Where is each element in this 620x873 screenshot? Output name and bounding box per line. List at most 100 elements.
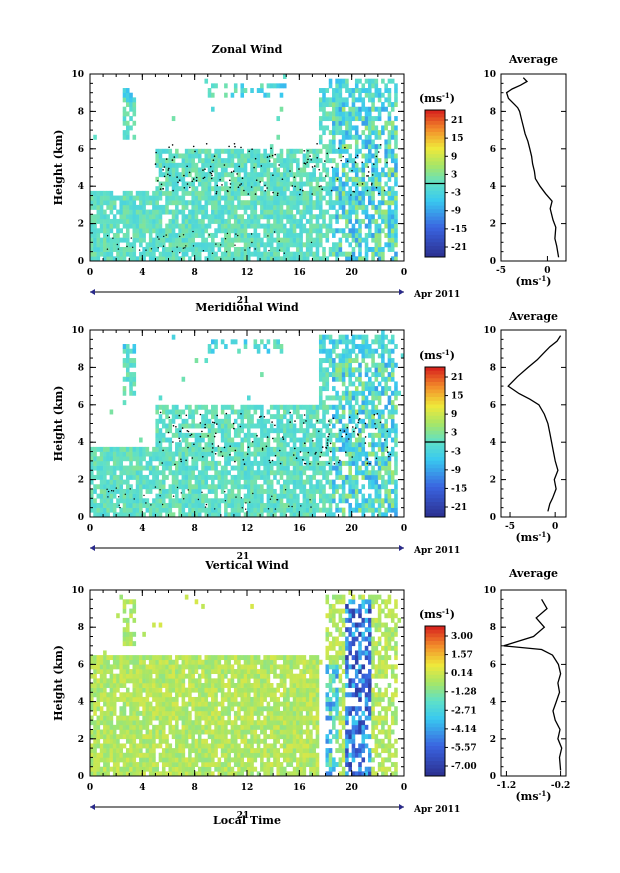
heatmap-cell <box>125 251 130 257</box>
heatmap-cell <box>358 116 362 122</box>
contour-mark <box>168 146 170 148</box>
heatmap-cell <box>381 251 385 257</box>
heatmap-cell <box>125 479 130 485</box>
x-tick-label: 0 <box>401 524 407 534</box>
heatmap-cell <box>273 428 277 434</box>
heatmap-cell <box>322 334 326 340</box>
heatmap-cell <box>341 78 346 84</box>
heatmap-cell <box>368 390 372 396</box>
heatmap-cell <box>224 460 228 466</box>
heatmap-cell <box>194 195 199 201</box>
heatmap-cell <box>250 195 254 201</box>
contour-mark <box>353 430 355 433</box>
heatmap-cell <box>377 512 382 518</box>
heatmap-cell <box>165 204 169 210</box>
heatmap-cell <box>361 237 366 243</box>
heatmap-cell <box>112 470 117 476</box>
heatmap-cell <box>191 162 195 168</box>
heatmap-cell <box>361 358 366 364</box>
heatmap-cell <box>233 507 238 513</box>
heatmap-cell <box>364 134 369 140</box>
heatmap-cell <box>384 512 388 518</box>
heatmap-cell <box>129 214 133 220</box>
heatmap-cell <box>253 493 258 499</box>
heatmap-cell <box>341 372 346 378</box>
heatmap-cell <box>328 437 333 443</box>
heatmap-cell <box>341 130 346 136</box>
colorbar-segment <box>425 135 445 140</box>
heatmap-cell <box>361 470 366 476</box>
heatmap-cell <box>266 176 271 182</box>
heatmap-cell <box>132 488 137 494</box>
heatmap-cell <box>338 125 343 131</box>
heatmap-cell <box>211 153 215 159</box>
heatmap-cell <box>296 484 300 490</box>
heatmap-cell <box>361 200 366 206</box>
heatmap-cell <box>368 111 372 117</box>
heatmap-cell <box>106 762 110 767</box>
heatmap-cell <box>318 460 323 466</box>
contour-mark <box>269 498 272 500</box>
heatmap-cell <box>377 116 382 122</box>
heatmap-cell <box>207 162 212 168</box>
contour-mark <box>338 147 340 150</box>
heatmap-cell <box>181 181 186 187</box>
heatmap-cell <box>368 386 372 392</box>
heatmap-cell <box>318 437 323 443</box>
contour-mark <box>172 495 175 497</box>
heatmap-cell <box>103 729 107 735</box>
heatmap <box>90 330 405 518</box>
heatmap-cell <box>96 209 101 215</box>
heatmap-cell <box>328 498 333 504</box>
contour-mark <box>384 439 386 441</box>
heatmap-cell <box>364 242 369 248</box>
avg-x-label: (ms-1) <box>515 530 551 544</box>
heatmap-cell <box>371 120 375 126</box>
contour-mark <box>199 413 202 416</box>
heatmap-cell <box>139 256 143 262</box>
heatmap-cell <box>292 200 297 206</box>
contour-mark <box>250 186 253 188</box>
heatmap-cell <box>132 134 137 140</box>
heatmap-cell <box>368 479 372 485</box>
heatmap-cell <box>374 106 379 112</box>
heatmap-cell <box>302 451 307 457</box>
heatmap-cell <box>224 223 228 229</box>
heatmap-cell <box>90 683 94 688</box>
heatmap-cell <box>364 334 369 340</box>
heatmap-cell <box>328 362 333 368</box>
heatmap-cell <box>384 470 388 476</box>
heatmap-cell <box>335 353 339 359</box>
heatmap-cell <box>318 158 323 164</box>
heatmap-cell <box>188 228 192 234</box>
heatmap-cell <box>374 395 379 401</box>
heatmap-cell <box>358 502 362 508</box>
heatmap-cell <box>384 428 388 434</box>
heatmap-cell <box>201 176 205 182</box>
avg-y-tick-label: 2 <box>490 476 496 486</box>
contour-mark <box>246 453 249 455</box>
heatmap-cell <box>371 139 375 145</box>
heatmap-cell <box>318 395 323 401</box>
heatmap-cell <box>181 474 186 480</box>
heatmap-cell <box>237 200 241 206</box>
heatmap-cell <box>335 437 339 443</box>
heatmap-cell <box>253 148 258 154</box>
heatmap-cell <box>201 456 205 462</box>
heatmap-cell <box>322 451 326 457</box>
heatmap-cell <box>119 218 124 224</box>
heatmap-cell <box>116 223 120 229</box>
heatmap-cell <box>256 237 261 243</box>
heatmap-cell <box>312 237 316 243</box>
heatmap-cell <box>109 242 114 248</box>
heatmap-cell <box>181 437 186 443</box>
heatmap-cell <box>394 181 398 187</box>
heatmap-cell <box>381 474 385 480</box>
heatmap-cell <box>175 242 179 248</box>
heatmap-cell <box>240 442 245 448</box>
heatmap-cell <box>109 446 114 452</box>
heatmap-cell <box>178 246 182 252</box>
heatmap-cell <box>338 251 343 257</box>
heatmap-cell <box>371 116 375 122</box>
contour-mark <box>201 430 203 433</box>
